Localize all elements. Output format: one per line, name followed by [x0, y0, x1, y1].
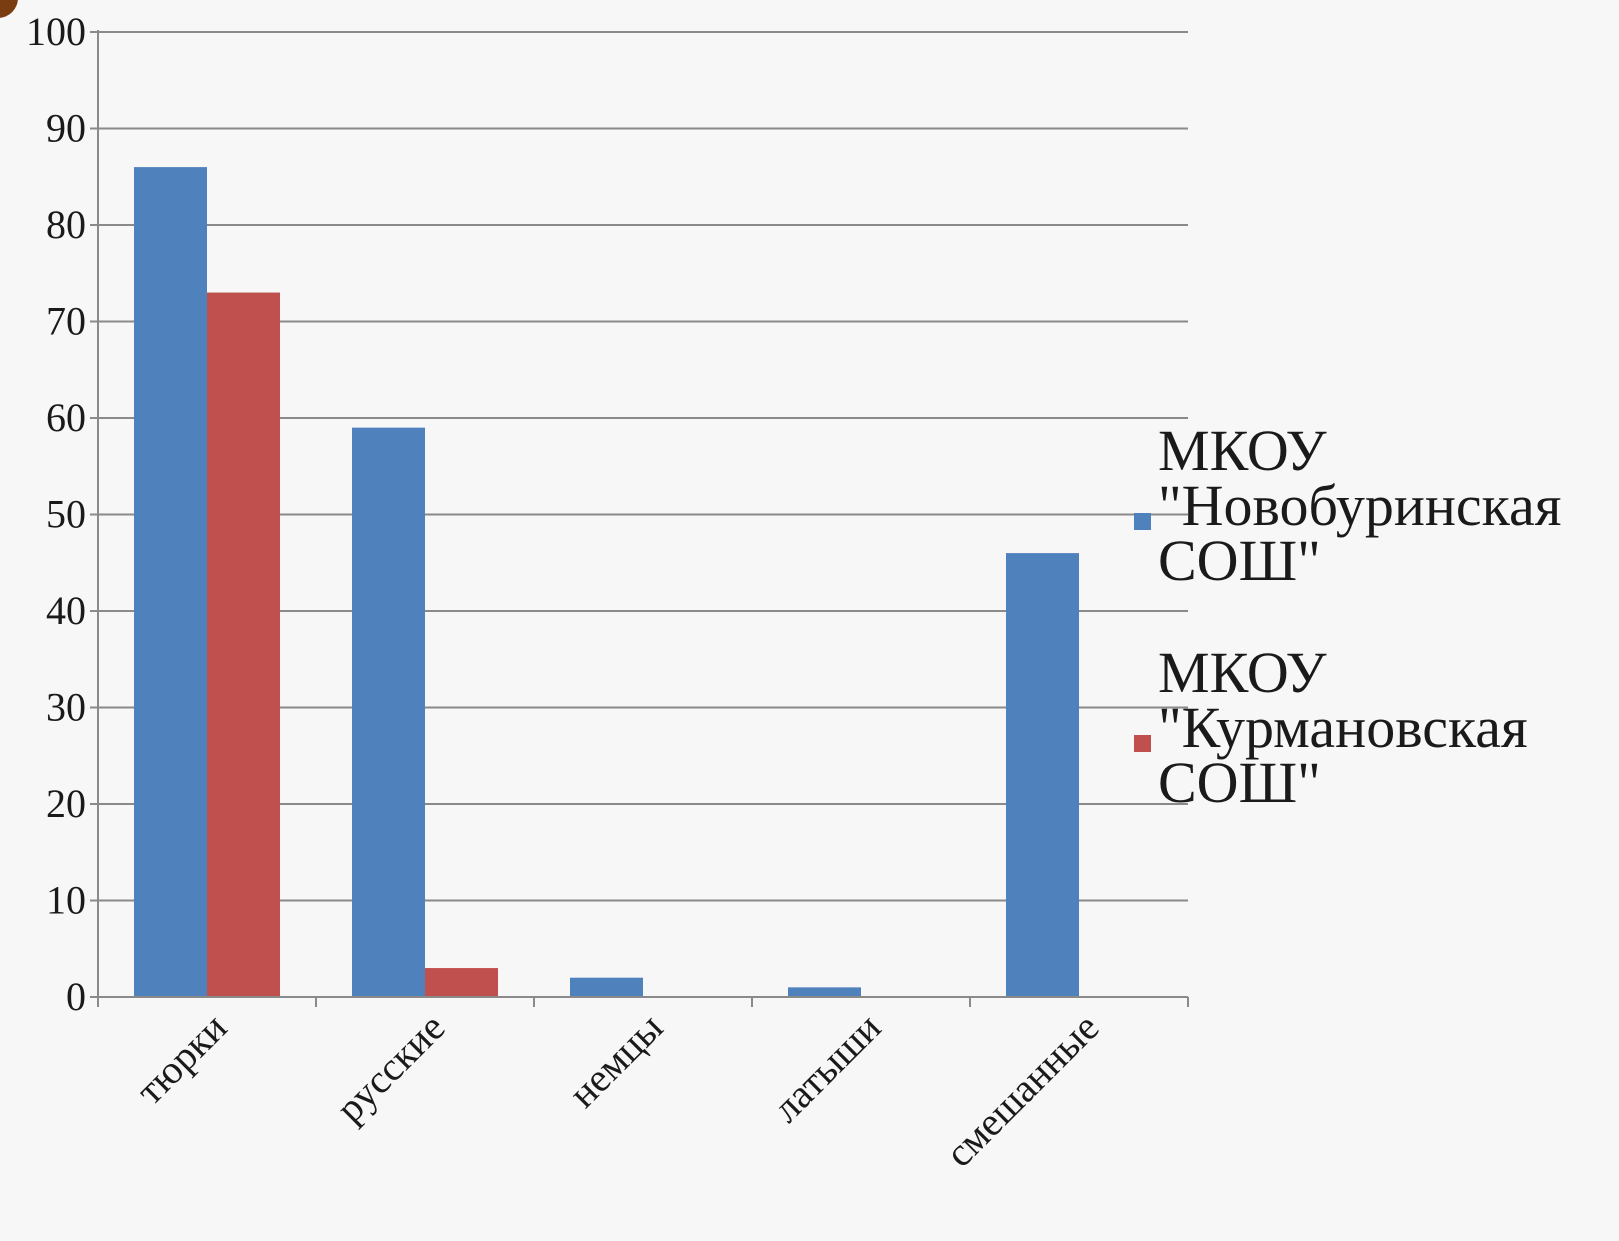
legend-label-line: СОШ" [1158, 528, 1321, 593]
bar-series-1-1 [134, 167, 207, 998]
legend-label-line: МКОУ [1158, 418, 1327, 483]
bar-series-1-5 [1006, 553, 1079, 997]
y-tick-label: 40 [46, 588, 86, 633]
y-tick-label: 70 [46, 299, 86, 344]
bars [134, 167, 1079, 998]
legend-label-1: МКОУ "Новобуринская СОШ" [1158, 418, 1561, 593]
bar-series-1-3 [570, 977, 643, 997]
x-tick-label: немцы [560, 1005, 672, 1117]
y-tick-label: 60 [46, 395, 86, 440]
x-axis-tick-labels: тюрки русские немцы латыши смешанные [127, 1005, 1107, 1176]
y-tick-label: 50 [46, 492, 86, 537]
bar-series-2-2 [425, 968, 498, 997]
bar-series-2-1 [207, 292, 280, 997]
legend-label-line: "Курмановская [1158, 695, 1528, 760]
legend-swatch-1 [1134, 513, 1151, 530]
legend-label-2: МКОУ "Курмановская СОШ" [1158, 640, 1528, 815]
legend-label-line: "Новобуринская [1158, 473, 1561, 538]
y-tick-label: 10 [46, 878, 86, 923]
legend-label-line: МКОУ [1158, 640, 1327, 705]
axes [90, 30, 1189, 1007]
y-tick-label: 30 [46, 685, 86, 730]
x-tick-label: смешанные [936, 1005, 1107, 1176]
x-tick-label: латыши [763, 1005, 889, 1131]
x-tick-label: тюрки [127, 1005, 235, 1113]
x-tick-label: русские [327, 1005, 453, 1131]
y-tick-label: 100 [26, 9, 86, 54]
bar-series-1-4 [788, 987, 861, 997]
y-tick-label: 20 [46, 781, 86, 826]
legend-label-line: СОШ" [1158, 750, 1321, 815]
y-tick-label: 0 [66, 974, 86, 1019]
y-tick-label: 80 [46, 202, 86, 247]
legend: МКОУ "Новобуринская СОШ"МКОУ "Курмановская С… [1134, 418, 1561, 815]
legend-swatch-2 [1134, 735, 1151, 752]
y-tick-label: 90 [46, 106, 86, 151]
y-axis-tick-labels: 0 10 20 30 40 50 60 70 80 90 100 [26, 9, 86, 1019]
bar-series-1-2 [352, 427, 425, 997]
